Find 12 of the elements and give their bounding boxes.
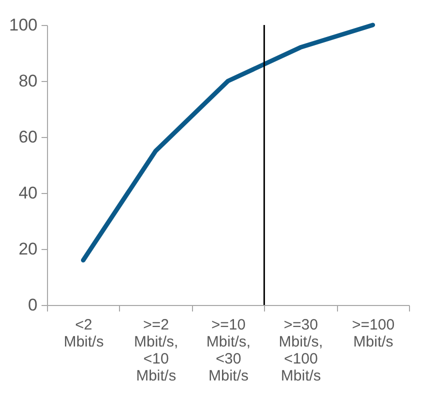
x-tick-label: >=100 Mbit/s xyxy=(352,316,395,350)
y-tick-label: 80 xyxy=(18,72,38,90)
y-tick-label: 20 xyxy=(18,240,38,258)
x-tick-label: <2 Mbit/s xyxy=(64,316,104,350)
x-tick-label: >=2 Mbit/s, <10 Mbit/s xyxy=(134,316,178,384)
y-tick-label: 100 xyxy=(9,16,38,34)
y-tick-label: 60 xyxy=(18,128,38,146)
y-tick-label: 0 xyxy=(28,296,38,314)
y-tick-label: 40 xyxy=(18,184,38,202)
line-series xyxy=(80,22,376,262)
x-tick-label: >=10 Mbit/s, <30 Mbit/s xyxy=(206,316,251,384)
x-tick-label: >=30 Mbit/s, <100 Mbit/s xyxy=(278,316,323,384)
